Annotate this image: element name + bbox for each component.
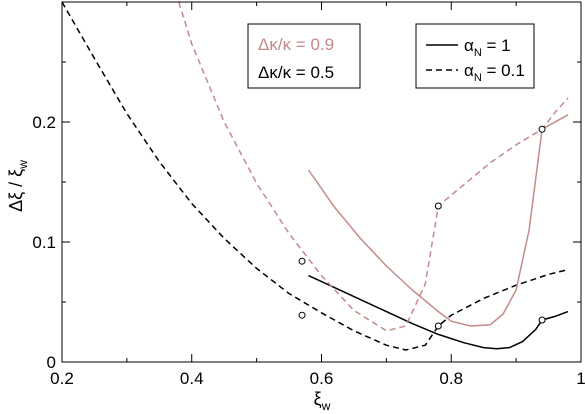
data-marker-pink-0 <box>298 257 306 265</box>
x-tick-label: 0.4 <box>180 369 204 388</box>
legend-alpha-box <box>415 23 535 89</box>
x-tick-label: 1 <box>576 369 585 388</box>
legend-kappa-05-label: Δκ/κ = 0.5 <box>258 63 334 82</box>
legend-kappa-box <box>247 23 361 89</box>
data-marker-black-1 <box>434 322 442 330</box>
legend-kappa-09-label: Δκ/κ = 0.9 <box>258 35 334 54</box>
y-tick-label: 0.1 <box>32 233 56 252</box>
series-line-pink-dashed <box>178 2 569 332</box>
y-tick-label: 0.2 <box>32 113 56 132</box>
x-tick-label: 0.8 <box>439 369 463 388</box>
series-line-black-solid <box>308 274 569 350</box>
legend-alpha-1-label: αN = 1 <box>464 36 511 59</box>
y-tick-label: 0 <box>47 353 56 372</box>
data-marker-black-2 <box>538 316 546 324</box>
x-tick-label: 0.2 <box>50 369 74 388</box>
plot-area <box>62 2 569 351</box>
legend-alpha-01-label: αN = 0.1 <box>464 61 525 84</box>
x-tick-label: 0.6 <box>310 369 334 388</box>
axes: 0.2 0.4 0.6 0.8 1 0 0.1 0.2 <box>32 1 585 388</box>
data-marker-pink-1 <box>434 202 442 210</box>
legend-kappa: Δκ/κ = 0.9 Δκ/κ = 0.5 <box>247 23 361 89</box>
y-axis-title: Δξ / ξw <box>6 160 30 212</box>
x-axis-title: ξw <box>314 389 331 413</box>
data-marker-pink-2 <box>538 125 546 133</box>
legend-alpha: αN = 1 αN = 0.1 <box>415 23 535 89</box>
series-line-pink-solid <box>307 114 569 327</box>
data-marker-black-0 <box>298 311 306 319</box>
